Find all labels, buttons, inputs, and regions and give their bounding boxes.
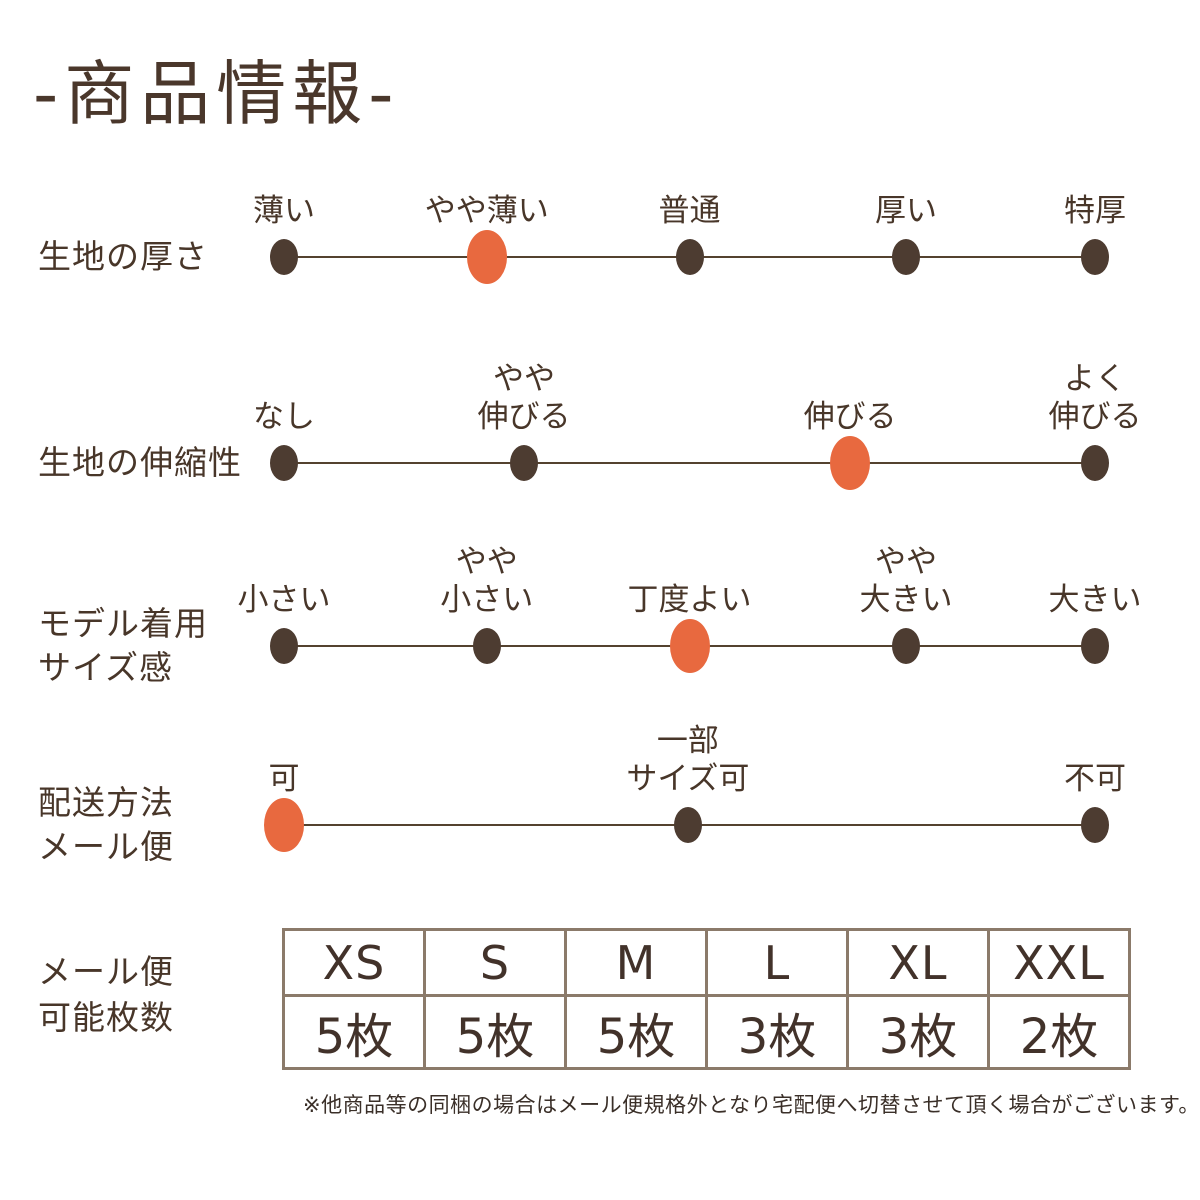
- scale-line: [284, 256, 1095, 258]
- option-label: やや 大きい: [860, 543, 953, 619]
- option-label: 大きい: [1049, 581, 1142, 619]
- option-label: 小さい: [238, 581, 331, 619]
- option-label: 不可: [1064, 760, 1126, 798]
- option-label-line: サイズ可: [626, 761, 750, 797]
- scale-label-fabric-thickness: 生地の厚さ: [38, 235, 208, 279]
- option-label-line: 伸びる: [1048, 399, 1142, 435]
- mailable-quantity-section: XS S M L XL XXL 5枚 5枚 5枚 3枚 3枚 2枚: [282, 928, 1131, 1070]
- option-label: 薄い: [253, 192, 315, 230]
- option-label-line: 丁度よい: [627, 582, 752, 618]
- scale-label-line: 生地の厚さ: [38, 237, 208, 276]
- option-label: 普通: [659, 192, 721, 230]
- option-label-line: 厚い: [875, 193, 938, 229]
- dot-marker: [673, 807, 702, 843]
- selected-dot-marker: [830, 436, 871, 490]
- dot-marker: [270, 445, 298, 481]
- scale-label-line: サイズ感: [38, 648, 174, 687]
- table-label-line: メール便: [38, 952, 174, 991]
- scale-label-fabric-stretch: 生地の伸縮性: [38, 441, 242, 485]
- option-label-line: よく: [1064, 361, 1126, 397]
- quantity-cell: 3枚: [705, 994, 849, 1070]
- dot-marker: [892, 239, 921, 275]
- size-header-cell: M: [564, 928, 708, 997]
- dot-marker: [675, 239, 704, 275]
- dot-marker: [1081, 807, 1109, 843]
- option-label: やや 小さい: [440, 543, 533, 619]
- option-label: よく 伸びる: [1049, 360, 1142, 436]
- option-label: 一部 サイズ可: [626, 722, 749, 798]
- option-label: 伸びる: [804, 398, 897, 436]
- option-label: やや薄い: [425, 192, 549, 230]
- option-label: 特厚: [1064, 192, 1126, 230]
- footnote-text: ※他商品等の同梱の場合はメール便規格外となり宅配便へ切替させて頂く場合がございま…: [303, 1093, 1200, 1117]
- size-header-cell: XL: [846, 928, 990, 997]
- option-label-line: 伸びる: [803, 399, 897, 435]
- quantity-cell: 5枚: [564, 994, 708, 1070]
- quantity-cell: 5枚: [282, 994, 426, 1070]
- page-title: -商品情報-: [33, 53, 400, 135]
- option-label: 可: [269, 760, 300, 798]
- option-label-line: 大きい: [1048, 582, 1142, 618]
- size-header-cell: XS: [282, 928, 426, 997]
- scale-line: [284, 462, 1095, 464]
- option-label-line: 可: [268, 761, 300, 797]
- dot-marker: [1081, 445, 1109, 481]
- table-header-row: XS S M L XL XXL: [282, 928, 1131, 997]
- option-label: 厚い: [875, 192, 937, 230]
- option-label-line: 薄い: [253, 193, 315, 229]
- scale-label-delivery-mail-service: 配送方法 メール便: [38, 781, 174, 869]
- option-label: なし: [253, 398, 315, 436]
- dot-marker: [1081, 628, 1109, 664]
- option-label-line: 特厚: [1064, 193, 1126, 229]
- option-label-line: 小さい: [237, 582, 331, 618]
- option-label: やや 伸びる: [478, 360, 571, 436]
- option-label-line: 大きい: [859, 582, 953, 618]
- option-label-line: 小さい: [440, 582, 534, 618]
- dot-marker: [270, 628, 298, 664]
- selected-dot-marker: [264, 798, 304, 852]
- table-label-line: 可能枚数: [38, 998, 174, 1037]
- option-label-line: 一部: [656, 723, 719, 759]
- size-header-cell: XXL: [987, 928, 1131, 997]
- option-label-line: 不可: [1064, 761, 1126, 797]
- quantity-cell: 3枚: [846, 994, 990, 1070]
- selected-dot-marker: [669, 619, 710, 673]
- option-label-line: 伸びる: [477, 399, 571, 435]
- scale-label-model-size-fit: モデル着用 サイズ感: [38, 602, 208, 690]
- size-header-cell: S: [423, 928, 567, 997]
- scale-label-line: モデル着用: [38, 604, 208, 643]
- scale-label-line: メール便: [38, 827, 174, 866]
- quantity-cell: 2枚: [987, 994, 1131, 1070]
- quantity-cell: 5枚: [423, 994, 567, 1070]
- option-label-line: やや: [455, 544, 518, 580]
- dot-marker: [270, 239, 298, 275]
- dot-marker: [892, 628, 921, 664]
- size-header-cell: L: [705, 928, 849, 997]
- scale-line: [284, 824, 1095, 826]
- option-label: 丁度よい: [628, 581, 752, 619]
- option-label-line: やや: [875, 544, 938, 580]
- selected-dot-marker: [466, 230, 507, 284]
- table-value-row: 5枚 5枚 5枚 3枚 3枚 2枚: [282, 994, 1131, 1070]
- table-row-label: メール便 可能枚数: [38, 949, 174, 1041]
- dot-marker: [510, 445, 539, 481]
- option-label-line: やや薄い: [424, 193, 549, 229]
- scale-line: [284, 645, 1095, 647]
- dot-marker: [1081, 239, 1109, 275]
- dot-marker: [472, 628, 501, 664]
- scale-label-line: 配送方法: [38, 783, 174, 822]
- mailable-quantity-table: XS S M L XL XXL 5枚 5枚 5枚 3枚 3枚 2枚: [282, 928, 1131, 1070]
- option-label-line: なし: [253, 399, 315, 435]
- option-label-line: やや: [493, 361, 556, 397]
- scale-label-line: 生地の伸縮性: [38, 443, 242, 482]
- option-label-line: 普通: [658, 193, 721, 229]
